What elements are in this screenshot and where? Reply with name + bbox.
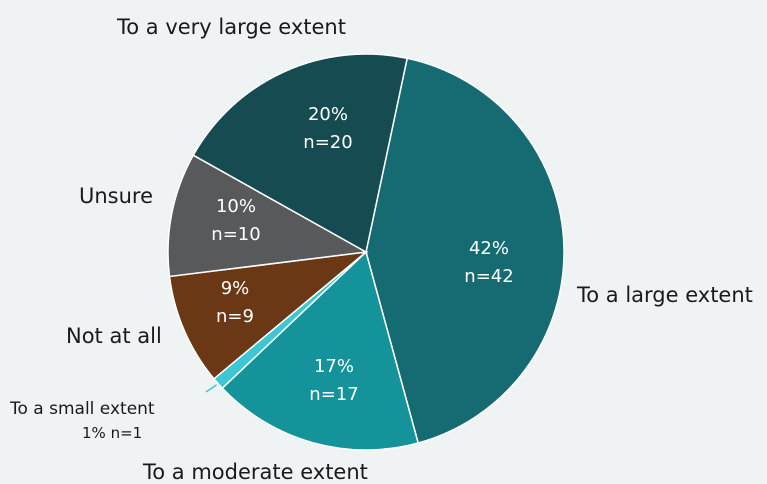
category-label-to-a-moderate-extent: To a moderate extent bbox=[142, 460, 368, 484]
pie-slice-to-a-moderate-extent bbox=[221, 250, 420, 451]
slice-n-label: n=10 bbox=[211, 224, 260, 245]
slice-n-label: n=20 bbox=[303, 132, 352, 153]
slice-n-label: n=9 bbox=[216, 306, 254, 327]
slice-percent-label: 20% bbox=[308, 104, 348, 125]
pie-slice-unsure bbox=[167, 154, 369, 278]
slice-percent-label: 9% bbox=[221, 278, 250, 299]
slice-percent-label: 17% bbox=[314, 356, 354, 377]
category-label-unsure: Unsure bbox=[79, 184, 153, 208]
slice-percent-label: 42% bbox=[469, 238, 509, 259]
category-label-not-at-all: Not at all bbox=[66, 324, 162, 348]
category-label-to-a-small-extent: To a small extent bbox=[9, 399, 155, 419]
leader-line bbox=[205, 384, 217, 393]
category-label-to-a-very-large-extent: To a very large extent bbox=[116, 15, 346, 39]
pie-slices bbox=[167, 53, 565, 451]
slice-percent-label: 10% bbox=[216, 196, 256, 217]
pie-slice-to-a-very-large-extent bbox=[192, 53, 409, 254]
slice-value-label-to-a-small-extent: 1% n=1 bbox=[82, 424, 142, 442]
slice-n-label: n=17 bbox=[309, 384, 358, 405]
pie-slice-to-a-large-extent bbox=[365, 57, 565, 444]
category-label-to-a-large-extent: To a large extent bbox=[576, 283, 753, 307]
pie-slice-not-at-all bbox=[168, 250, 369, 380]
slice-value-labels: 42% n=42 17% n=17 9% n=9 10% n=10 20% n=20 bbox=[211, 104, 513, 405]
category-labels: To a large extent To a moderate extent To … bbox=[9, 15, 753, 484]
slice-n-label: n=42 bbox=[464, 266, 513, 287]
